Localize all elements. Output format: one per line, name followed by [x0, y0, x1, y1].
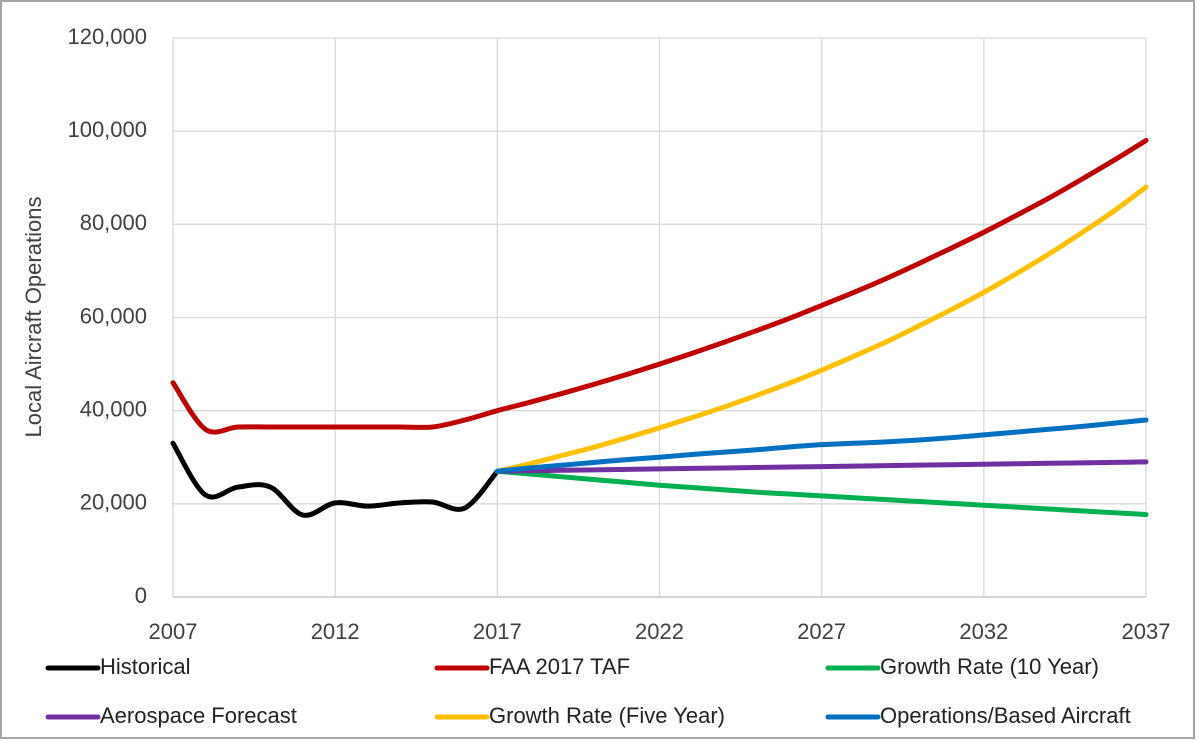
y-tick-label: 40,000: [80, 396, 147, 421]
series-line: [494, 468, 1149, 518]
x-tick-label: 2017: [473, 619, 522, 644]
y-axis-label: Local Aircraft Operations: [21, 197, 46, 438]
x-tick-label: 2027: [797, 619, 846, 644]
x-tick-label: 2037: [1122, 619, 1171, 644]
series-line: [494, 184, 1149, 474]
x-tick-label: 2022: [635, 619, 684, 644]
legend-label: Growth Rate (Five Year): [489, 703, 725, 728]
legend-label: Aerospace Forecast: [100, 703, 297, 728]
x-tick-label: 2012: [311, 619, 360, 644]
y-tick-label: 60,000: [80, 303, 147, 328]
series-line: [494, 459, 1149, 474]
series-line: [170, 440, 500, 518]
series-line: [170, 137, 1149, 435]
y-tick-label: 100,000: [67, 117, 147, 142]
y-tick-label: 80,000: [80, 210, 147, 235]
legend-label: Historical: [100, 654, 190, 679]
legend-label: FAA 2017 TAF: [489, 654, 630, 679]
legend-label: Operations/Based Aircraft: [880, 703, 1131, 728]
series-line: [494, 417, 1149, 474]
y-tick-label: 120,000: [67, 24, 147, 49]
y-tick-label: 0: [135, 583, 147, 608]
legend-label: Growth Rate (10 Year): [880, 654, 1099, 679]
x-tick-label: 2032: [959, 619, 1008, 644]
x-tick-label: 2007: [149, 619, 198, 644]
y-tick-label: 20,000: [80, 490, 147, 515]
